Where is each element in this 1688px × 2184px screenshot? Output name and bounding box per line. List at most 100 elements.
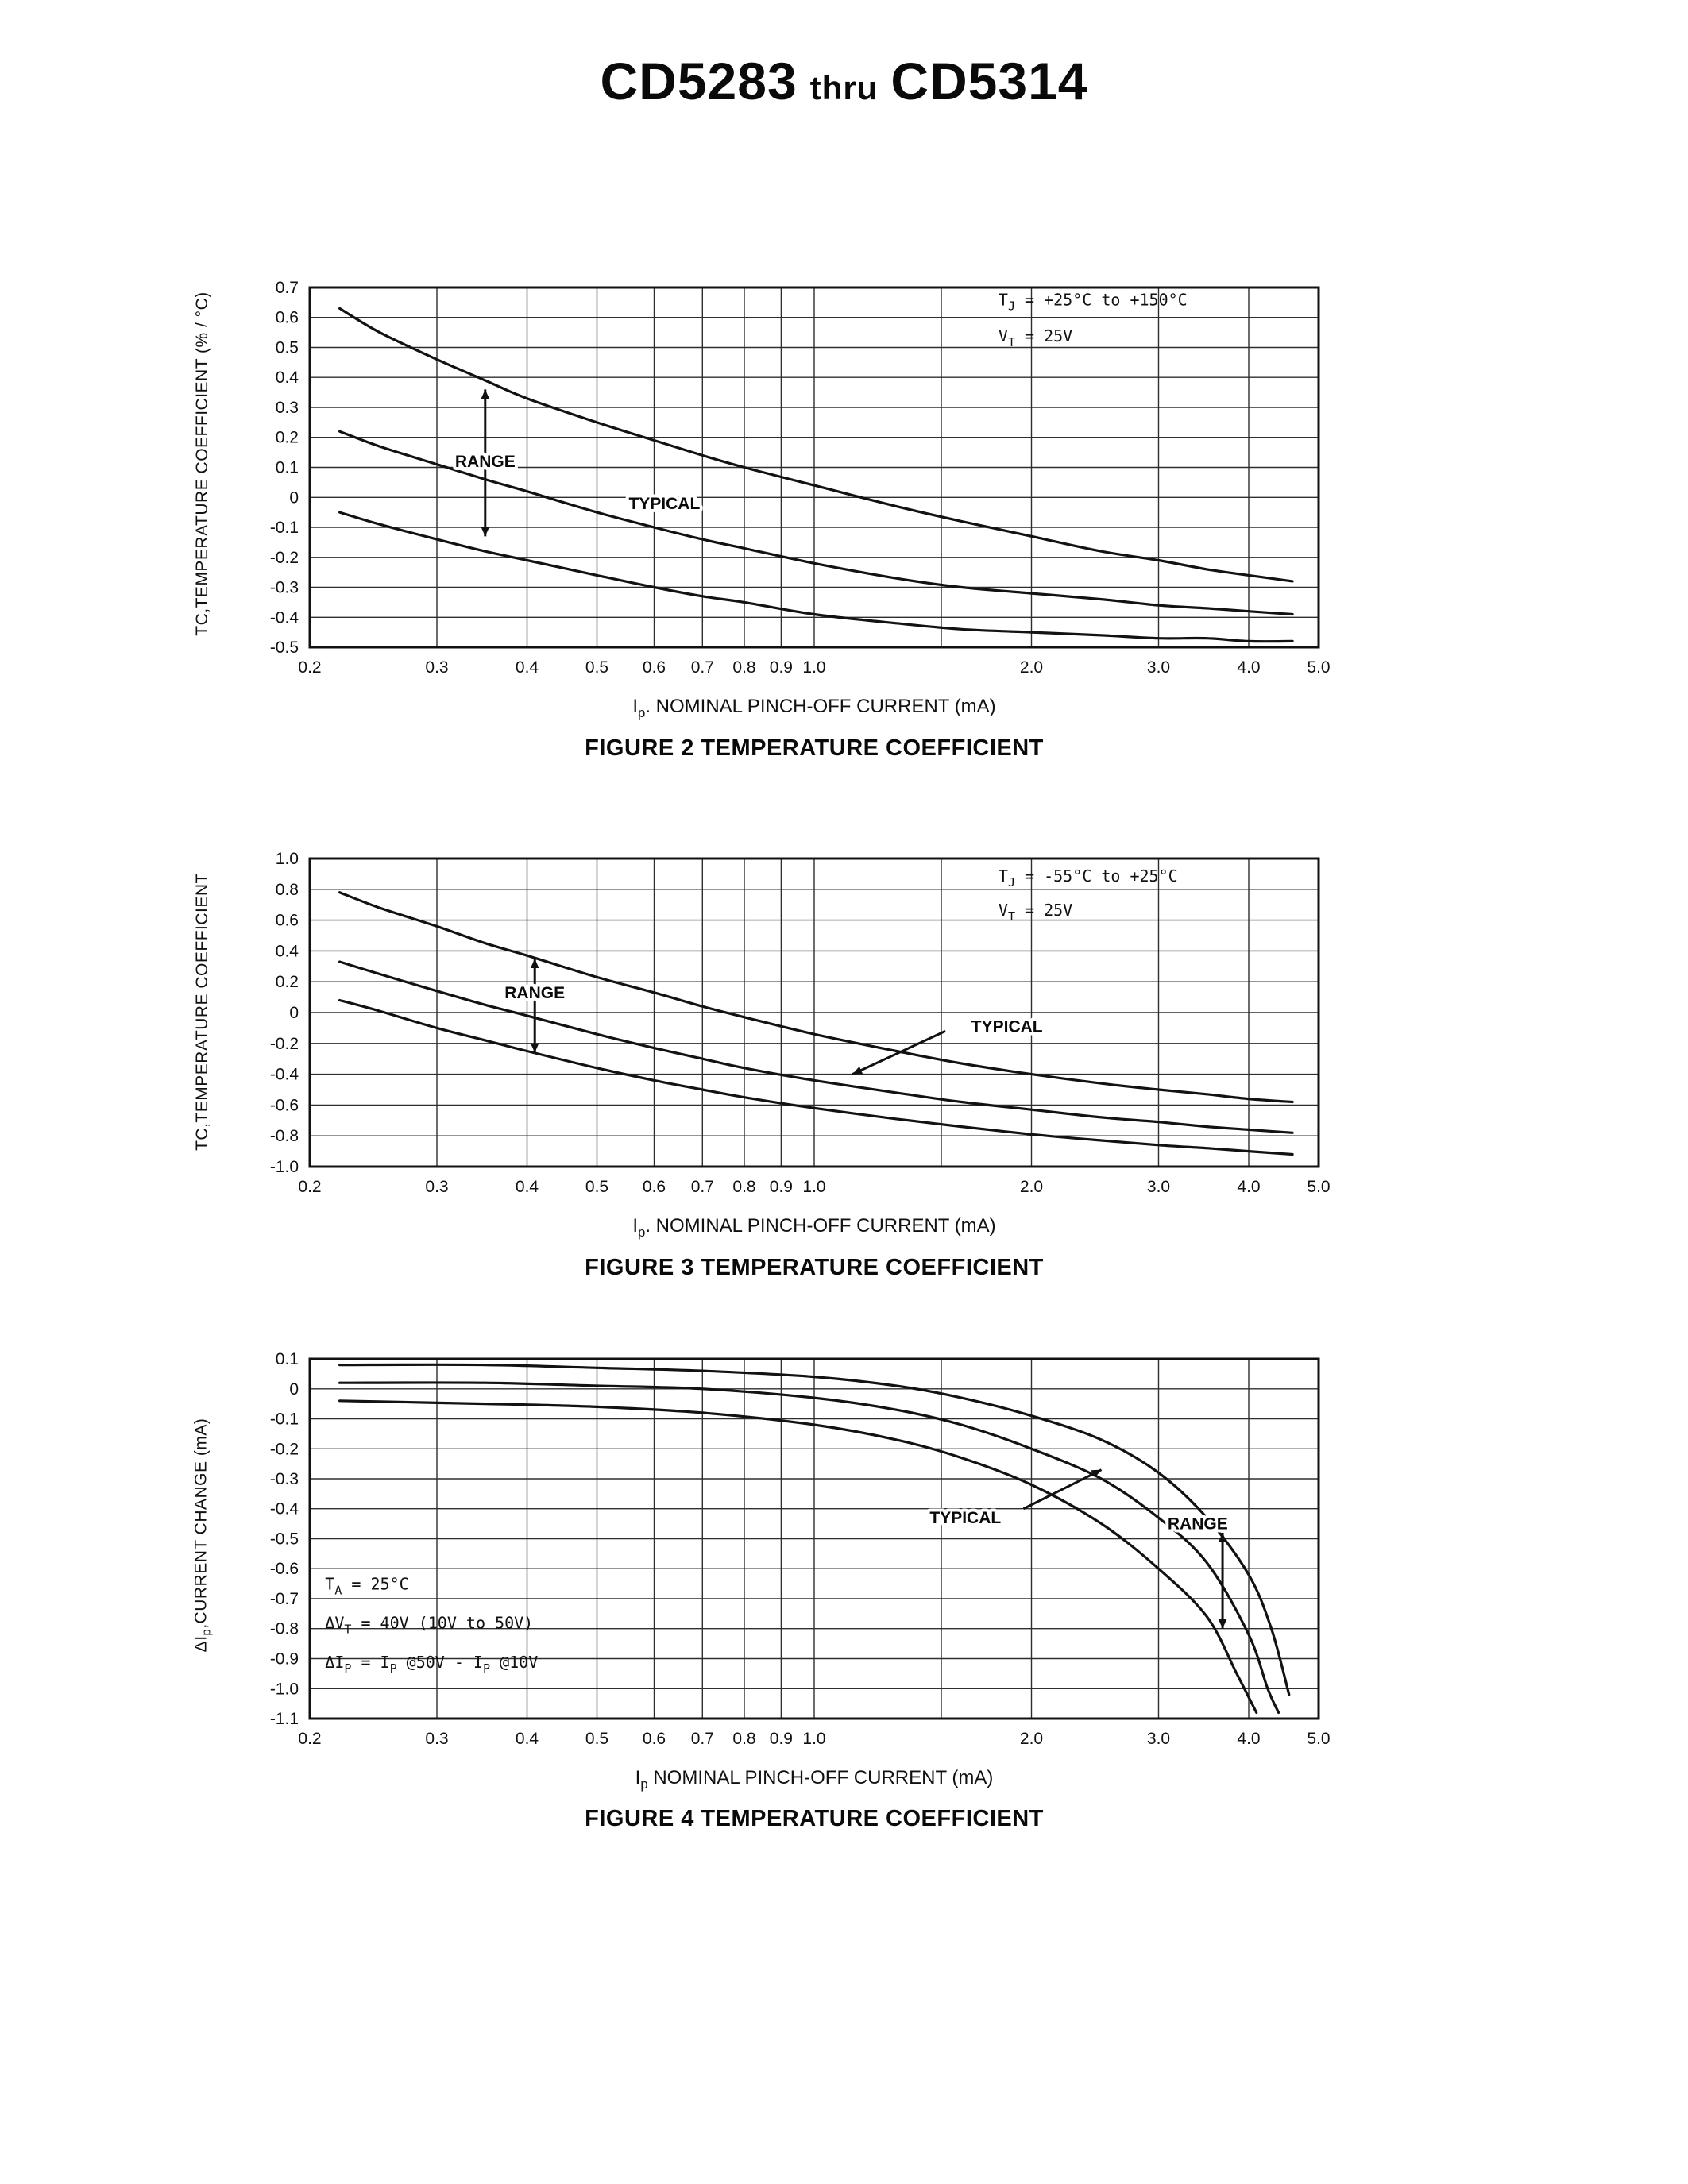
figure2-chart-row: TC,TEMPERATURE COEFFICIENT (% / °C) 0.7 0… <box>179 278 1688 691</box>
y-tick-label: -0.7 <box>270 1590 299 1608</box>
condition-text: TJ = +25°C to +150°C <box>999 291 1188 314</box>
title-thru: thru <box>809 69 879 106</box>
figure3-x-axis-label: Ip. NOMINAL PINCH-OFF CURRENT (mA) <box>632 1214 996 1240</box>
x-tick-label: 0.2 <box>298 1178 321 1196</box>
x-tick-label: 0.4 <box>516 1730 539 1748</box>
figure-4-block: ΔIp,CURRENT CHANGE (mA) 0.1 0 -0.1 -0.2 -0.3… <box>179 1349 1688 1833</box>
y-tick-label: -0.1 <box>270 519 299 537</box>
y-tick-label: -1.1 <box>270 1710 299 1728</box>
condition-text: ΔVT = 40V (10V to 50V) <box>325 1613 533 1636</box>
x-tick-label: 0.8 <box>732 1730 755 1748</box>
series-typical <box>338 960 1294 1134</box>
y-tick-label: 0.2 <box>276 429 299 447</box>
annotation-label: RANGE <box>504 984 565 1002</box>
x-tick-label: 0.6 <box>643 1730 666 1748</box>
x-tick-label: 0.4 <box>516 1178 539 1196</box>
y-tick-label: -0.6 <box>270 1096 299 1114</box>
y-tick-label: -0.2 <box>270 1440 299 1458</box>
figure-2-block: TC,TEMPERATURE COEFFICIENT (% / °C) 0.7 0… <box>179 278 1688 762</box>
annotation-label: RANGE <box>1168 1515 1228 1533</box>
series-range-upper <box>338 1363 1291 1696</box>
x-tick-label: 0.2 <box>298 658 321 677</box>
x-tick-label: 3.0 <box>1147 1178 1170 1196</box>
y-tick-label: 0 <box>289 1004 299 1022</box>
y-tick-label: -0.6 <box>270 1560 299 1578</box>
x-tick-label: 3.0 <box>1147 658 1170 677</box>
annotation-label: RANGE <box>455 453 516 471</box>
figure4-chart-row: ΔIp,CURRENT CHANGE (mA) 0.1 0 -0.1 -0.2 -0.3… <box>179 1349 1688 1762</box>
figure2-chart: 0.7 0.6 0.5 0.4 0.3 0.2 0.1 0 -0.1 -0.2 -0.3 -0.4 -0… <box>226 278 1354 691</box>
x-tick-label: 0.5 <box>585 1178 608 1196</box>
x-tick-label: 0.2 <box>298 1730 321 1748</box>
annotation-label: TYPICAL <box>971 1017 1043 1036</box>
x-tick-label: 0.5 <box>585 1730 608 1748</box>
y-tick-label: 0.6 <box>276 309 299 327</box>
x-tick-label: 0.7 <box>691 1178 714 1196</box>
x-tick-label: 0.6 <box>643 1178 666 1196</box>
condition-text: VT = 25V <box>999 901 1072 924</box>
x-tick-label: 1.0 <box>802 1730 825 1748</box>
figure3-caption: FIGURE 3 TEMPERATURE COEFFICIENT <box>585 1254 1044 1280</box>
y-tick-label: -0.2 <box>270 549 299 567</box>
page-title: CD5283 thru CD5314 <box>0 51 1688 111</box>
x-tick-label: 3.0 <box>1147 1730 1170 1748</box>
x-tick-label: 0.3 <box>425 658 448 677</box>
x-tick-label: 5.0 <box>1307 1730 1330 1748</box>
title-part-start: CD5283 <box>600 52 798 110</box>
x-tick-label: 0.4 <box>516 658 539 677</box>
y-tick-label: -0.5 <box>270 639 299 657</box>
x-tick-label: 0.9 <box>770 1730 793 1748</box>
x-tick-label: 5.0 <box>1307 658 1330 677</box>
y-tick-label: 0.7 <box>276 279 299 297</box>
y-tick-label: 0.2 <box>276 973 299 991</box>
series-range-upper <box>338 307 1294 583</box>
y-tick-label: -0.2 <box>270 1035 299 1053</box>
x-tick-label: 0.8 <box>732 1178 755 1196</box>
y-tick-label: -0.1 <box>270 1410 299 1428</box>
figure3-chart: 1.0 0.8 0.6 0.4 0.2 0 -0.2 -0.4 -0.6 -0.8 -1.0 0.2 0… <box>226 848 1354 1210</box>
x-tick-label: 0.9 <box>770 658 793 677</box>
series-range-lower <box>338 511 1294 643</box>
title-part-end: CD5314 <box>890 52 1088 110</box>
figure4-x-axis-label: Ip NOMINAL PINCH-OFF CURRENT (mA) <box>635 1766 994 1792</box>
y-tick-label: -0.3 <box>270 579 299 597</box>
x-tick-label: 4.0 <box>1237 1178 1260 1196</box>
figure4-caption: FIGURE 4 TEMPERATURE COEFFICIENT <box>585 1806 1044 1832</box>
y-tick-label: 0.4 <box>276 942 299 960</box>
y-tick-label: 0.1 <box>276 1350 299 1368</box>
condition-text: ΔIP = IP @50V - IP @10V <box>325 1652 538 1675</box>
x-tick-label: 0.9 <box>770 1178 793 1196</box>
series-range-lower <box>338 998 1294 1156</box>
series-range-lower <box>338 1399 1258 1714</box>
x-tick-label: 2.0 <box>1020 658 1043 677</box>
y-tick-label: -0.5 <box>270 1530 299 1548</box>
figure4-chart: 0.1 0 -0.1 -0.2 -0.3 -0.4 -0.5 -0.6 -0.7 -0.8 -0.9… <box>226 1349 1354 1762</box>
y-tick-label: 0.4 <box>276 369 299 387</box>
condition-text: TA = 25°C <box>325 1574 408 1597</box>
x-tick-label: 0.3 <box>425 1730 448 1748</box>
y-tick-label: -0.8 <box>270 1619 299 1638</box>
y-tick-label: -0.3 <box>270 1470 299 1488</box>
x-tick-label: 5.0 <box>1307 1178 1330 1196</box>
x-tick-label: 4.0 <box>1237 1730 1260 1748</box>
x-tick-label: 0.7 <box>691 1730 714 1748</box>
series-range-upper <box>338 890 1294 1103</box>
y-tick-label: 0 <box>289 488 299 507</box>
condition-text: VT = 25V <box>999 326 1072 349</box>
y-tick-label: -1.0 <box>270 1158 299 1176</box>
x-tick-label: 0.7 <box>691 658 714 677</box>
figure3-y-axis-label: TC,TEMPERATURE COEFFICIENT <box>193 872 211 1151</box>
figure-3-block: TC,TEMPERATURE COEFFICIENT 1.0 0.8 0.6 0.4 0… <box>179 848 1688 1281</box>
y-tick-label: -0.8 <box>270 1127 299 1145</box>
y-tick-label: -0.4 <box>270 608 299 627</box>
condition-text: TJ = -55°C to +25°C <box>999 866 1178 889</box>
y-tick-label: -0.4 <box>270 1065 299 1083</box>
annotation-label: TYPICAL <box>929 1509 1001 1527</box>
figure2-y-axis-label: TC,TEMPERATURE COEFFICIENT (% / °C) <box>193 291 211 636</box>
x-tick-label: 4.0 <box>1237 658 1260 677</box>
x-tick-label: 0.6 <box>643 658 666 677</box>
y-tick-label: 0.3 <box>276 399 299 417</box>
y-tick-label: -0.9 <box>270 1650 299 1668</box>
y-tick-label: 1.0 <box>276 850 299 868</box>
